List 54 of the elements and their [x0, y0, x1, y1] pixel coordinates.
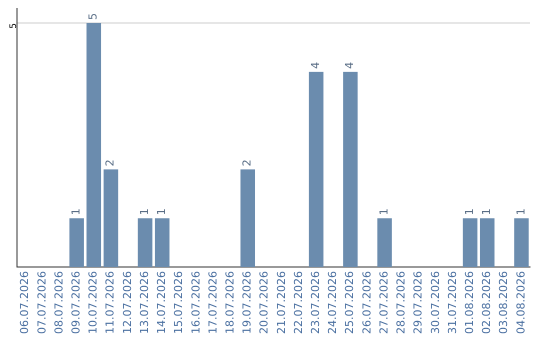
x-tick-label: 30.07.2026	[428, 271, 442, 334]
x-tick-label: 09.07.2026	[70, 271, 83, 334]
x-tick-label: 21.07.2026	[274, 271, 288, 334]
bar	[138, 218, 152, 268]
bar	[240, 169, 256, 268]
bar	[480, 218, 495, 268]
x-tick-label: 24.07.2026	[326, 271, 340, 334]
x-tick-label: 23.07.2026	[309, 271, 322, 334]
bar	[104, 169, 118, 268]
x-tick-label: 18.07.2026	[223, 271, 236, 334]
bar	[154, 218, 170, 268]
x-tick-label: 01.08.2026	[462, 271, 476, 334]
x-tick-label: 12.07.2026	[120, 271, 134, 334]
data-label: 1	[377, 208, 390, 216]
x-tick-label: 08.07.2026	[52, 271, 66, 334]
x-tick-label: 16.07.2026	[189, 271, 202, 334]
x-tick-label: 02.08.2026	[480, 271, 494, 334]
x-tick-label: 20.07.2026	[258, 271, 271, 334]
x-tick-label: 11.07.2026	[104, 271, 117, 334]
data-label: 1	[70, 208, 83, 216]
data-label: 2	[104, 159, 117, 166]
x-tick-label: 27.07.2026	[377, 271, 390, 334]
data-label: 4	[343, 62, 356, 69]
x-tick-label: 31.07.2026	[446, 271, 459, 334]
data-label: 5	[86, 13, 100, 20]
data-label: 1	[462, 208, 476, 216]
data-label: 1	[155, 208, 168, 216]
x-tick-label: 13.07.2026	[138, 271, 151, 334]
bar	[69, 218, 84, 268]
x-tick-label: 19.07.2026	[240, 271, 254, 334]
x-tick-label: 15.07.2026	[172, 271, 186, 334]
bar	[514, 218, 529, 268]
x-tick-label: 22.07.2026	[292, 271, 305, 334]
bar	[462, 218, 478, 268]
bar	[86, 23, 102, 268]
data-label: 2	[240, 159, 254, 166]
x-tick-label: 14.07.2026	[155, 271, 168, 334]
data-label: 1	[138, 208, 151, 216]
data-label: 1	[480, 208, 494, 216]
x-tick-label: 28.07.2026	[394, 271, 408, 334]
bar	[377, 218, 392, 268]
x-tick-label: 06.07.2026	[18, 271, 32, 334]
x-tick-label: 29.07.2026	[412, 271, 425, 334]
x-tick-label: 25.07.2026	[343, 271, 356, 334]
data-label: 4	[309, 62, 322, 69]
bar	[308, 72, 324, 268]
x-tick-label: 26.07.2026	[360, 271, 374, 334]
bar	[343, 72, 358, 268]
x-tick-label: 10.07.2026	[86, 271, 100, 334]
x-tick-label: 07.07.2026	[35, 271, 48, 334]
data-label: 1	[514, 208, 528, 216]
x-tick-label: 17.07.2026	[206, 271, 220, 334]
x-tick-label: 03.08.2026	[497, 271, 510, 334]
x-tick-label: 04.08.2026	[514, 271, 528, 334]
